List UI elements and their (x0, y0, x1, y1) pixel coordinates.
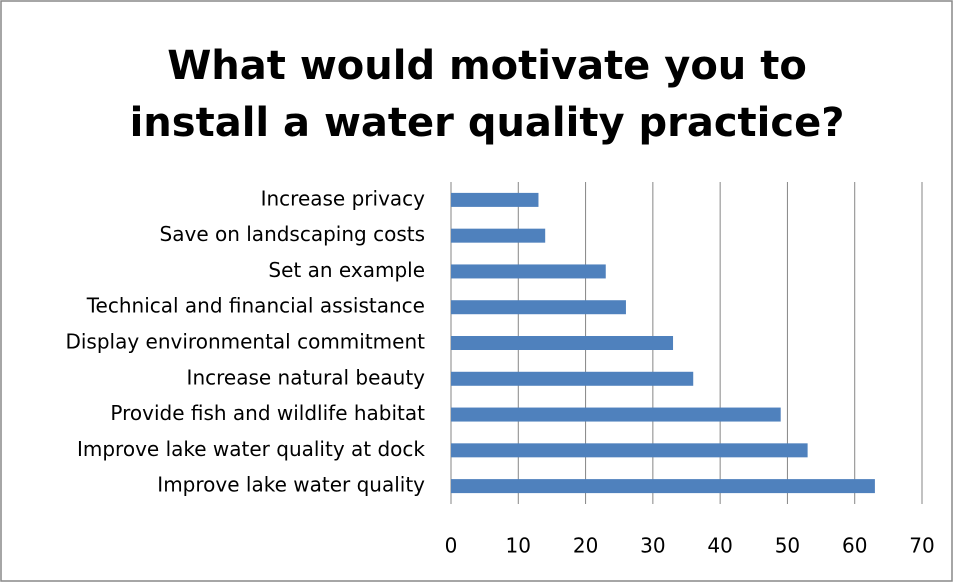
bar (451, 300, 626, 315)
bar (451, 192, 539, 207)
x-tick-label: 70 (909, 534, 934, 558)
bar (451, 264, 606, 279)
x-tick-label: 60 (842, 534, 867, 558)
bar (451, 228, 546, 243)
bar (451, 336, 674, 350)
x-tick-label: 20 (573, 534, 598, 558)
x-tick-label: 0 (445, 534, 458, 558)
x-tick-label: 50 (775, 534, 800, 558)
y-tick-label: Set an example (268, 258, 425, 282)
y-tick-label: Display environmental commitment (65, 330, 425, 354)
y-tick-label: Save on landscaping costs (160, 222, 425, 246)
bar (451, 407, 781, 422)
bar (451, 443, 808, 458)
x-tick-label: 40 (707, 534, 732, 558)
y-tick-label: Increase natural beauty (187, 365, 426, 389)
y-tick-label: Technical and financial assistance (86, 294, 425, 318)
bar (451, 479, 875, 494)
x-tick-label: 10 (506, 534, 531, 558)
x-tick-label: 30 (640, 534, 665, 558)
y-tick-label: Improve lake water quality (157, 473, 425, 497)
bar (451, 371, 694, 386)
chart-title: What would motivate you to install a wat… (129, 43, 845, 146)
y-tick-label: Provide fish and wildlife habitat (110, 401, 425, 425)
y-tick-label: Improve lake water quality at dock (77, 437, 425, 461)
y-tick-label: Increase privacy (261, 186, 426, 210)
